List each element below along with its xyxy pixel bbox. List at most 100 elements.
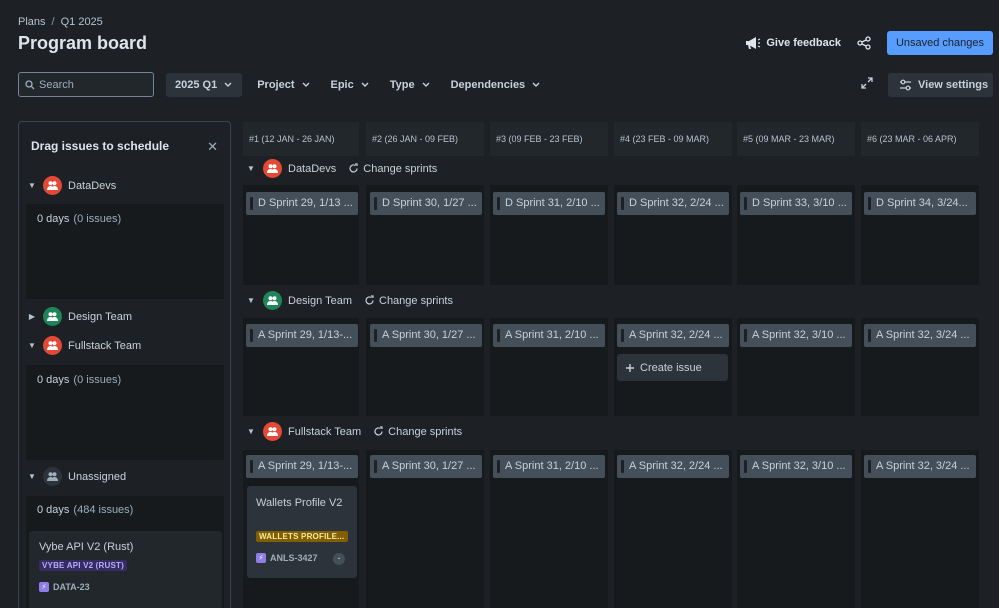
sprint-column-header: #3 (09 FEB - 23 FEB) [490, 122, 608, 156]
change-sprints-button[interactable]: Change sprints [364, 295, 453, 307]
share-icon[interactable] [855, 34, 873, 52]
close-icon[interactable]: ✕ [207, 139, 218, 154]
sprint-chip[interactable]: A Sprint 32, 3/24 ... [864, 455, 976, 478]
team-icon [263, 422, 282, 441]
sprint-chip[interactable]: A Sprint 29, 1/13-... [246, 455, 358, 478]
chevron-down-icon: ▼ [28, 181, 36, 190]
team-icon [43, 176, 62, 195]
sprint-chip[interactable]: D Sprint 29, 1/13 ... [246, 192, 358, 215]
issue-key-text: DATA-23 [53, 582, 90, 592]
issue-card[interactable]: Vybe API V2 (Rust) VYBE API V2 (RUST) ⚡ … [29, 531, 222, 608]
chevron-down-icon[interactable]: ▼ [247, 164, 255, 173]
drop-zone-fullstack[interactable]: 0 days (0 issues) [26, 365, 224, 460]
issue-key: ⚡ ANLS-3427 [256, 553, 318, 563]
refresh-icon [374, 426, 383, 436]
chevron-down-icon: ▼ [28, 472, 36, 481]
sprint-chip[interactable]: A Sprint 32, 2/24 ... [617, 455, 729, 478]
view-settings-label: View settings [918, 79, 989, 91]
chevron-down-icon: ▼ [28, 341, 36, 350]
panel-team-unassigned[interactable]: ▼ Unassigned [27, 467, 126, 486]
days-summary: 0 days (0 issues) [37, 213, 121, 225]
sprint-column-header: #2 (26 JAN - 09 FEB) [366, 122, 484, 156]
give-feedback-button[interactable]: Give feedback [745, 36, 841, 50]
team-name: Unassigned [68, 470, 127, 483]
sprint-chip[interactable]: A Sprint 31, 2/10 ... [493, 455, 605, 478]
chevron-down-icon[interactable]: ▼ [247, 296, 255, 305]
change-sprints-button[interactable]: Change sprints [348, 163, 437, 175]
sprint-chip[interactable]: A Sprint 31, 2/10 ... [493, 324, 605, 347]
panel-title: Drag issues to schedule [31, 139, 170, 153]
days-value: 0 days [37, 374, 70, 386]
filter-2025-q1[interactable]: 2025 Q1 [166, 73, 243, 97]
filter-epic[interactable]: Epic [322, 73, 379, 97]
search-icon [25, 79, 35, 89]
panel-team-fullstack[interactable]: ▼ Fullstack Team [27, 336, 141, 355]
filter-label: 2025 Q1 [175, 79, 218, 91]
panel-team-datadevs[interactable]: ▼ DataDevs [27, 176, 116, 195]
sprint-chip[interactable]: D Sprint 32, 2/24 ... [617, 192, 729, 215]
search-field[interactable] [18, 72, 154, 97]
chevron-down-icon [301, 80, 311, 90]
issue-card[interactable]: Wallets Profile V2 WALLETS PROFILE... ⚡ … [247, 486, 357, 578]
breadcrumb-current[interactable]: Q1 2025 [60, 16, 103, 28]
sprint-chip[interactable]: D Sprint 30, 1/27 ... [370, 192, 482, 215]
filter-label: Type [389, 79, 415, 91]
sprint-column-header: #4 (23 FEB - 09 MAR) [614, 122, 732, 156]
unsaved-changes-button[interactable]: Unsaved changes [886, 31, 993, 55]
board-team-fullstack: ▼ Fullstack Team Change sprints [247, 422, 462, 441]
change-sprints-label: Change sprints [388, 425, 463, 438]
filter-dependencies[interactable]: Dependencies [442, 73, 551, 97]
create-issue-button[interactable]: Create issue [617, 354, 728, 381]
chevron-down-icon [223, 80, 233, 90]
top-actions: Give feedback Unsaved changes [745, 31, 993, 55]
estimate-badge[interactable]: - [333, 553, 345, 565]
page-title: Program board [18, 33, 148, 53]
sprint-chip[interactable]: A Sprint 32, 3/10 ... [740, 455, 852, 478]
plus-icon [626, 363, 634, 372]
refresh-icon [349, 163, 358, 173]
change-sprints-label: Change sprints [379, 294, 453, 307]
issue-title: Vybe API V2 (Rust) [39, 541, 134, 553]
issue-count: (0 issues) [73, 374, 122, 386]
team-name: DataDevs [288, 162, 337, 175]
expand-icon[interactable] [860, 76, 878, 94]
sprint-chip[interactable]: A Sprint 30, 1/27 ... [370, 324, 482, 347]
filter-type[interactable]: Type [381, 73, 440, 97]
settings-sliders-icon [900, 79, 911, 91]
team-name: Fullstack Team [288, 425, 362, 438]
sprint-chip[interactable]: D Sprint 31, 2/10 ... [493, 192, 605, 215]
sprint-chip[interactable]: A Sprint 32, 3/10 ... [740, 324, 852, 347]
filter-project[interactable]: Project [248, 73, 319, 97]
days-summary: 0 days (0 issues) [37, 374, 121, 386]
panel-team-design[interactable]: ▶ Design Team [27, 307, 132, 326]
unscheduled-panel: Drag issues to schedule ✕ ▼ DataDevs 0 d… [18, 121, 231, 608]
sprint-chip[interactable]: D Sprint 34, 3/24... [864, 192, 976, 215]
breadcrumb: Plans / Q1 2025 [18, 16, 103, 28]
chevron-right-icon: ▶ [28, 312, 36, 321]
feedback-label: Give feedback [766, 37, 841, 49]
board-team-design: ▼ Design Team Change sprints [247, 291, 453, 310]
sprint-chip[interactable]: A Sprint 30, 1/27 ... [370, 455, 482, 478]
sprint-chip[interactable]: A Sprint 29, 1/13-... [246, 324, 358, 347]
team-name: Fullstack Team [68, 339, 142, 352]
issue-key-text: ANLS-3427 [270, 553, 318, 563]
view-settings-button[interactable]: View settings [888, 73, 993, 97]
filter-label: Project [257, 79, 295, 91]
sprint-chip[interactable]: A Sprint 32, 2/24 ... [617, 324, 729, 347]
team-icon [43, 336, 62, 355]
days-value: 0 days [37, 213, 70, 225]
sprint-chip[interactable]: D Sprint 33, 3/10 ... [740, 192, 852, 215]
days-summary: 0 days (484 issues) [37, 504, 133, 516]
search-input[interactable] [39, 78, 139, 91]
chevron-down-icon[interactable]: ▼ [247, 427, 255, 436]
issue-count: (0 issues) [73, 213, 122, 225]
issue-key: ⚡ DATA-23 [39, 582, 90, 592]
sprint-chip[interactable]: A Sprint 32, 3/24 ... [864, 324, 976, 347]
days-value: 0 days [37, 504, 70, 516]
refresh-icon [365, 295, 374, 305]
drop-zone-datadevs[interactable]: 0 days (0 issues) [26, 204, 224, 299]
change-sprints-button[interactable]: Change sprints [373, 426, 462, 438]
epic-lozenge: VYBE API V2 (RUST) [39, 560, 127, 571]
breadcrumb-plans[interactable]: Plans [18, 16, 46, 28]
board-team-datadevs: ▼ DataDevs Change sprints [247, 159, 437, 178]
